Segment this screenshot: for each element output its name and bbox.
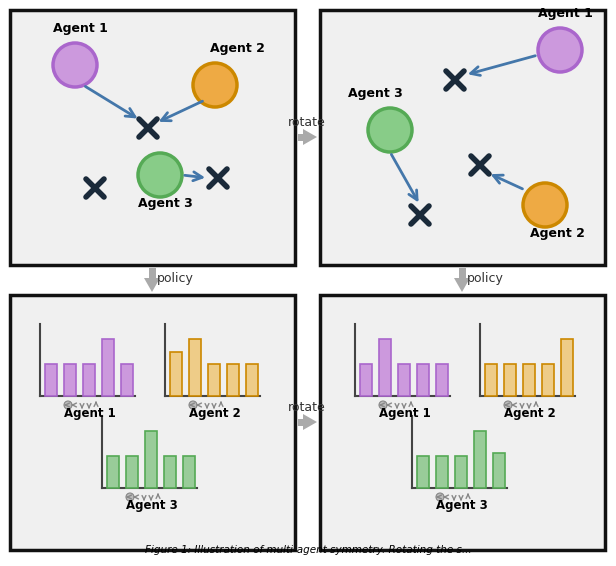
Bar	[379, 339, 391, 396]
Bar	[63, 365, 76, 396]
Circle shape	[126, 493, 134, 501]
Text: rotate: rotate	[288, 116, 326, 129]
Bar	[417, 365, 429, 396]
Bar	[107, 456, 119, 488]
Bar	[298, 134, 303, 140]
Bar	[10, 295, 295, 550]
Text: Agent 1: Agent 1	[64, 407, 116, 420]
Circle shape	[538, 28, 582, 72]
Bar	[10, 10, 295, 265]
Circle shape	[504, 401, 512, 409]
Bar	[102, 339, 113, 396]
Text: Agent 1: Agent 1	[379, 407, 431, 420]
Bar	[170, 351, 182, 396]
Polygon shape	[144, 278, 160, 292]
Text: rotate: rotate	[288, 401, 326, 414]
Polygon shape	[303, 129, 317, 145]
Bar	[455, 456, 467, 488]
Circle shape	[436, 493, 444, 501]
Bar	[164, 456, 176, 488]
Bar	[523, 365, 535, 396]
Polygon shape	[454, 278, 470, 292]
Bar	[246, 365, 257, 396]
Polygon shape	[303, 414, 317, 430]
Bar	[485, 365, 496, 396]
Bar	[45, 365, 57, 396]
Text: Agent 3: Agent 3	[436, 499, 488, 512]
Bar	[458, 268, 466, 278]
Text: Agent 1: Agent 1	[53, 22, 108, 35]
Bar	[145, 431, 156, 488]
Bar	[183, 456, 195, 488]
Bar	[298, 418, 303, 426]
Bar	[121, 365, 132, 396]
Circle shape	[64, 401, 72, 409]
Circle shape	[523, 183, 567, 227]
Bar	[398, 365, 410, 396]
Bar	[320, 295, 605, 550]
Bar	[436, 365, 448, 396]
Bar	[493, 453, 505, 488]
Bar	[541, 365, 554, 396]
Text: Agent 1: Agent 1	[538, 7, 593, 20]
Text: Figure 1: Illustration of multi-agent symmetry. Rotating the s...: Figure 1: Illustration of multi-agent sy…	[145, 545, 471, 555]
Bar	[504, 365, 516, 396]
Circle shape	[193, 63, 237, 107]
Bar	[360, 365, 371, 396]
Text: Agent 3: Agent 3	[126, 499, 178, 512]
Text: Agent 2: Agent 2	[504, 407, 556, 420]
Bar	[208, 365, 220, 396]
Bar	[320, 10, 605, 265]
Bar	[188, 339, 201, 396]
Bar	[227, 365, 238, 396]
Bar	[436, 456, 448, 488]
Text: policy: policy	[156, 272, 193, 285]
Circle shape	[138, 153, 182, 197]
Bar	[148, 268, 155, 278]
Text: Agent 2: Agent 2	[530, 227, 585, 240]
Bar	[474, 431, 485, 488]
Bar	[83, 365, 95, 396]
Text: Agent 2: Agent 2	[210, 42, 265, 55]
Text: policy: policy	[466, 272, 503, 285]
Bar	[126, 456, 137, 488]
Circle shape	[379, 401, 387, 409]
Text: Agent 3: Agent 3	[138, 197, 193, 210]
Circle shape	[189, 401, 197, 409]
Text: Agent 3: Agent 3	[348, 87, 403, 100]
Circle shape	[53, 43, 97, 87]
Bar	[417, 456, 429, 488]
Bar	[561, 339, 573, 396]
Text: Agent 2: Agent 2	[189, 407, 241, 420]
Circle shape	[368, 108, 412, 152]
